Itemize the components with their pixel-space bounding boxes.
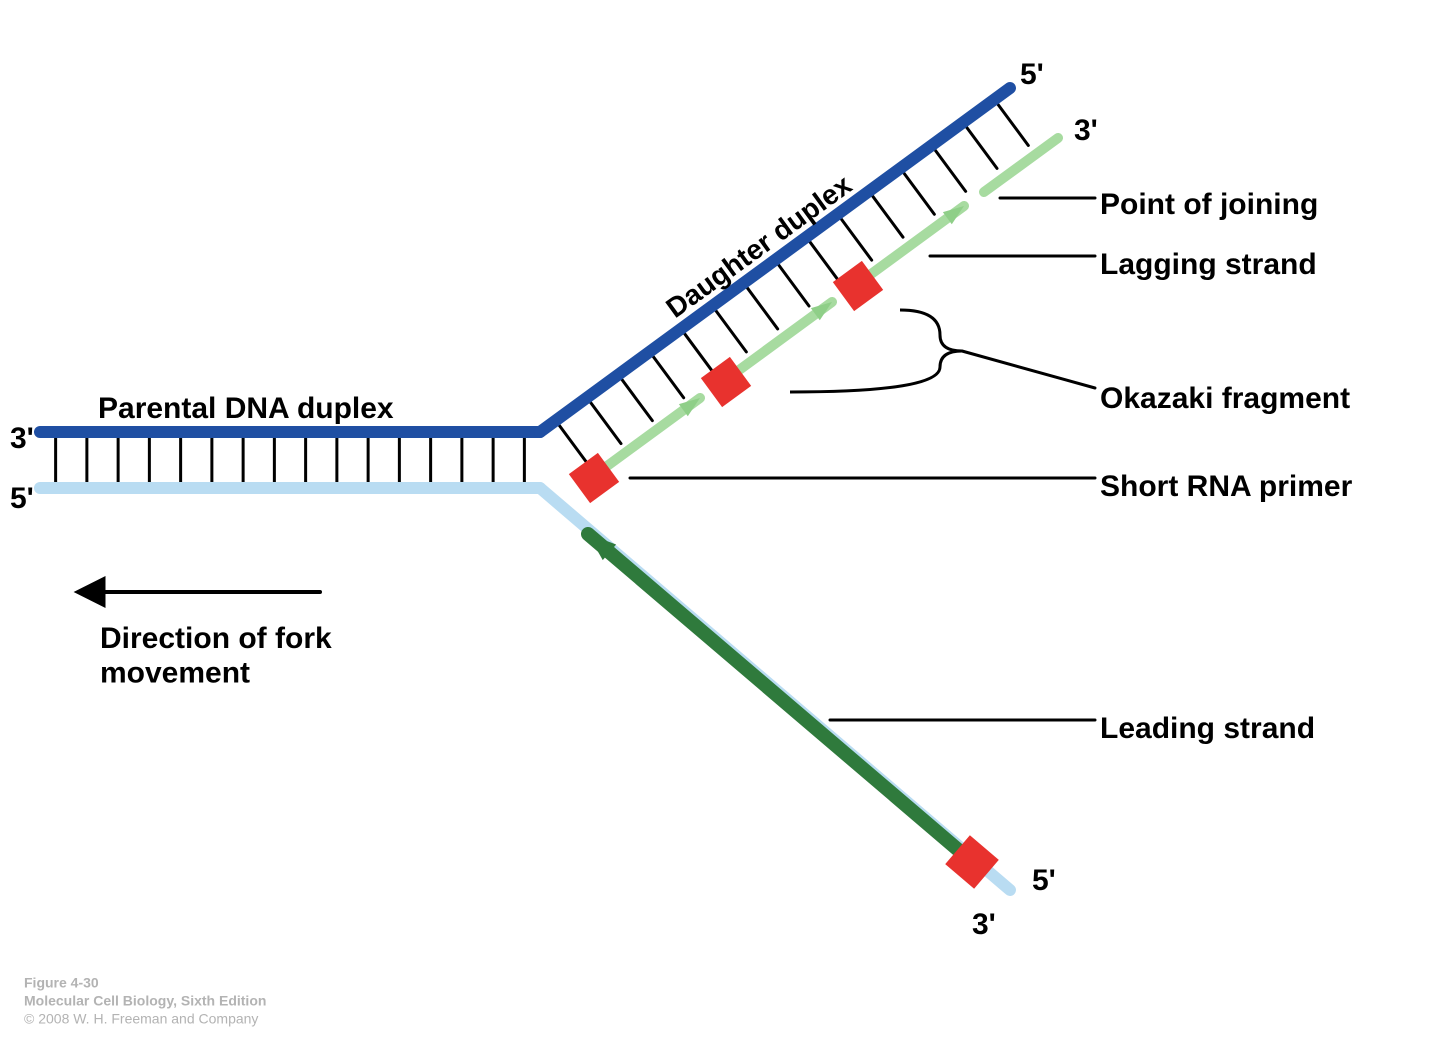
label-leading-strand: Leading strand — [1100, 712, 1315, 745]
figure-number: Figure 4-30 — [24, 975, 99, 991]
figure-copyright: © 2008 W. H. Freeman and Company — [24, 1011, 258, 1027]
figure-source: Molecular Cell Biology, Sixth Edition — [24, 993, 266, 1009]
end-label-3prime: 3' — [10, 422, 34, 455]
okazaki-brace — [790, 310, 962, 392]
end-label-3prime: 3' — [972, 908, 996, 941]
label-parental-duplex: Parental DNA duplex — [98, 392, 394, 425]
label-direction: Direction of forkmovement — [100, 622, 332, 690]
end-label-5prime: 5' — [10, 482, 34, 515]
end-label-5prime: 5' — [1020, 58, 1044, 91]
leading-strand — [588, 534, 970, 860]
upper-template-strand — [540, 88, 1010, 432]
label-okazaki-fragment: Okazaki fragment — [1100, 382, 1350, 415]
label-lagging-strand: Lagging strand — [1100, 248, 1317, 281]
end-label-5prime: 5' — [1032, 864, 1056, 897]
end-label-3prime: 3' — [1074, 114, 1098, 147]
label-rna-primer: Short RNA primer — [1100, 470, 1353, 503]
label-point-of-joining: Point of joining — [1100, 188, 1318, 221]
